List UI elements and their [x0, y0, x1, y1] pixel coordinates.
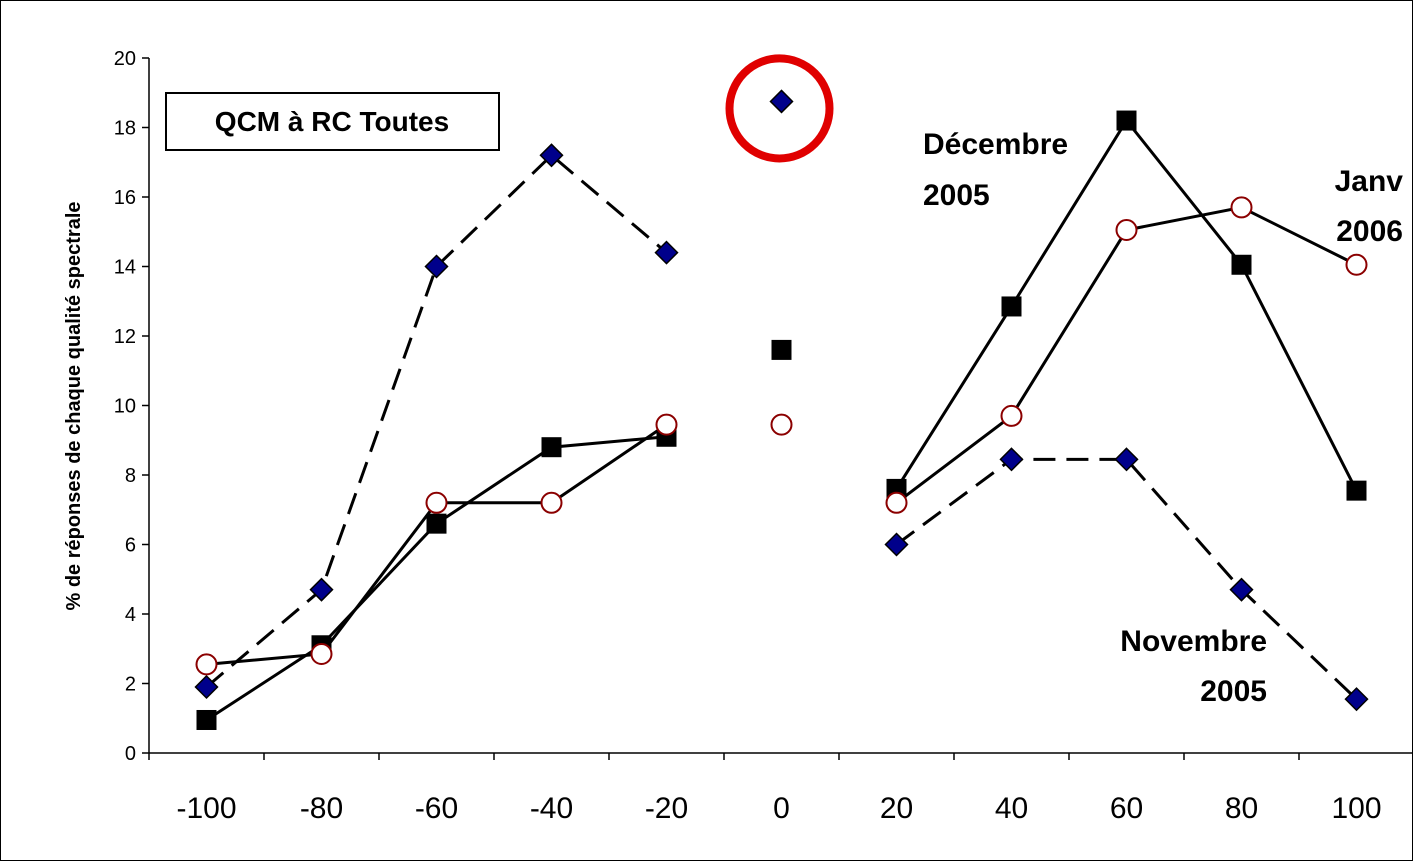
x-tick-label: 20 [880, 792, 913, 825]
x-tick-label: 0 [773, 792, 790, 825]
data-point-dec2005 [1001, 296, 1022, 317]
x-tick-label: -100 [176, 792, 236, 825]
y-tick-label: 20 [114, 48, 136, 70]
data-point-nov2005 [309, 577, 334, 602]
x-tick-label: -80 [300, 792, 343, 825]
data-point-jan2006 [885, 491, 908, 514]
data-point-dec2005 [771, 339, 792, 360]
x-tick-label: -60 [415, 792, 458, 825]
data-point-jan2006 [1000, 404, 1023, 427]
data-point-nov2005 [1344, 687, 1369, 712]
data-point-nov2005 [884, 532, 909, 557]
data-point-nov2005 [999, 447, 1024, 472]
x-tick-label: 100 [1331, 792, 1381, 825]
data-point-dec2005 [1231, 254, 1252, 275]
data-point-jan2006 [425, 491, 448, 514]
y-tick-label: 4 [125, 604, 136, 626]
data-point-jan2006 [310, 642, 333, 665]
annotation-november-line1: Novembre [1120, 625, 1267, 658]
data-point-nov2005 [539, 143, 564, 168]
data-point-dec2005 [1346, 480, 1367, 501]
y-tick-label: 14 [114, 257, 136, 279]
series-dec2005 [196, 110, 1367, 730]
y-ticks: 0 2 4 6 8 10 12 14 16 18 20 [114, 48, 149, 765]
data-point-dec2005 [426, 513, 447, 534]
data-point-nov2005 [424, 254, 449, 279]
x-tick-label: -20 [645, 792, 688, 825]
series-line-dec2005 [895, 117, 1358, 492]
y-tick-label: 6 [125, 535, 136, 557]
data-point-jan2006 [195, 653, 218, 676]
y-tick-label: 12 [114, 326, 136, 348]
x-ticks: -100 -80 -60 -40 -20 0 20 40 60 80 100 [148, 753, 1382, 825]
series-line-nov2005 [895, 457, 1358, 701]
annotation-november-line2: 2005 [1200, 675, 1267, 708]
x-tick-label: 40 [995, 792, 1028, 825]
data-point-nov2005 [1229, 577, 1254, 602]
data-point-nov2005 [654, 240, 679, 265]
data-point-nov2005 [194, 674, 219, 700]
annotation-january-line1: Janv [1335, 165, 1404, 198]
data-point-jan2006 [1345, 253, 1368, 276]
series-jan2006 [195, 196, 1368, 676]
series-line-nov2005 [205, 153, 668, 689]
y-tick-label: 8 [125, 465, 136, 487]
data-point-jan2006 [1115, 219, 1138, 242]
y-tick-label: 10 [114, 396, 136, 418]
annotation-january-line2: 2006 [1336, 215, 1403, 248]
data-point-jan2006 [540, 491, 563, 514]
data-point-dec2005 [1116, 110, 1137, 131]
data-point-jan2006 [655, 413, 678, 436]
chart-title-box [165, 92, 500, 151]
chart-title: QCM à RC Toutes [215, 106, 449, 137]
y-tick-label: 16 [114, 187, 136, 209]
y-tick-label: 2 [125, 674, 136, 696]
data-point-nov2005 [769, 89, 794, 114]
series-nov2005 [194, 89, 1369, 712]
x-tick-label: 80 [1225, 792, 1258, 825]
series-line-dec2005 [205, 435, 667, 722]
data-point-jan2006 [770, 413, 793, 436]
data-point-nov2005 [1114, 447, 1139, 472]
x-tick-label: -40 [530, 792, 573, 825]
y-axis-title: % de réponses de chaque qualité spectral… [63, 201, 85, 610]
series-layer [194, 89, 1369, 730]
annotation-december-line2: 2005 [923, 179, 990, 212]
y-tick-label: 18 [114, 118, 136, 140]
data-point-dec2005 [541, 437, 562, 458]
y-tick-label: 0 [125, 743, 136, 765]
series-line-jan2006 [206, 423, 668, 666]
data-point-jan2006 [1230, 196, 1253, 219]
x-tick-label: 60 [1110, 792, 1143, 825]
annotation-december-line1: Décembre [923, 128, 1068, 161]
data-point-dec2005 [196, 709, 217, 730]
highlight-circle [725, 54, 834, 163]
